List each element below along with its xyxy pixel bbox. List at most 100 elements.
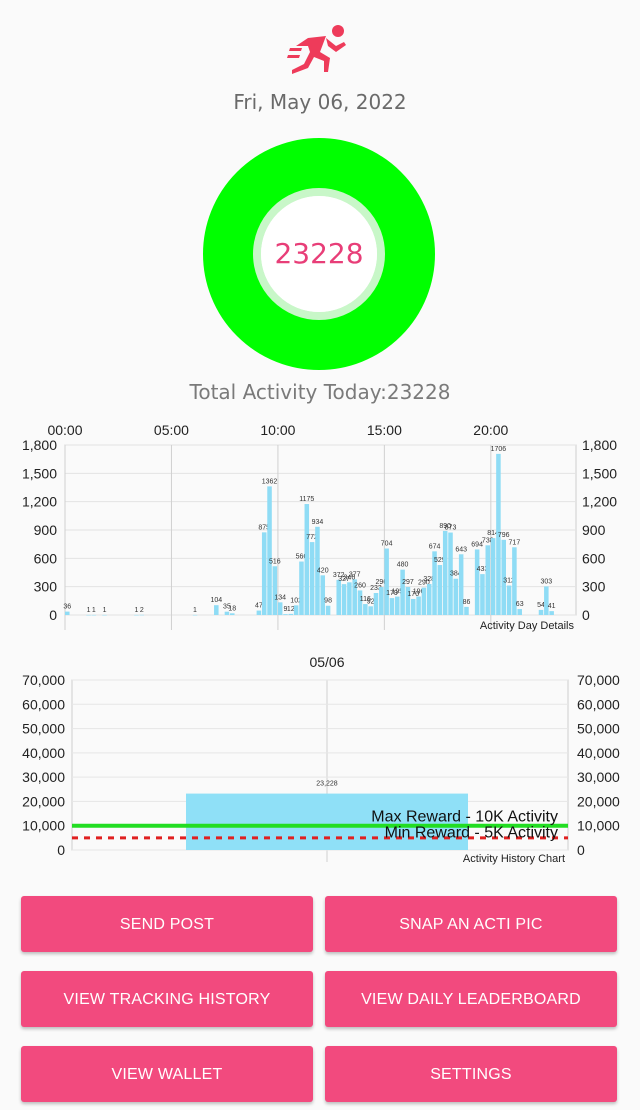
day-chart-bar (309, 542, 315, 615)
day-chart-bar (373, 592, 379, 615)
history-y-tick-right: 30,000 (577, 769, 620, 785)
history-y-tick-right: 10,000 (577, 818, 620, 834)
day-chart-bar (400, 569, 405, 615)
day-chart-bar-label: 196 (413, 588, 425, 595)
day-chart-y-tick-left: 900 (34, 522, 58, 538)
settings-button[interactable]: SETTINGS (325, 1046, 617, 1102)
history-y-tick-left: 50,000 (22, 721, 65, 737)
day-chart-bar-label: 346 (344, 574, 356, 581)
history-bar-label: 23,228 (316, 781, 338, 788)
day-chart-bar (549, 611, 554, 615)
date-label: Fri, May 06, 2022 (233, 90, 407, 114)
day-chart-bar-label: 104 (210, 597, 222, 604)
day-chart-bar (426, 584, 432, 615)
snap-pic-button[interactable]: SNAP AN ACTI PIC (325, 896, 617, 952)
day-chart-bar (448, 532, 453, 615)
day-chart-bar (325, 605, 331, 615)
day-chart-y-tick-left: 600 (34, 550, 58, 566)
day-chart-bar (384, 548, 389, 615)
day-chart-bar (517, 609, 522, 615)
day-chart-time-label: 05:00 (154, 422, 189, 438)
day-chart-bar-label: 873 (445, 525, 457, 532)
day-chart-bar (368, 606, 373, 615)
day-chart-y-tick-left: 1,200 (22, 494, 57, 510)
day-chart-bar-label: 772 (306, 534, 318, 541)
day-chart-bar (437, 565, 443, 615)
day-chart-bar (379, 587, 384, 615)
day-chart-time-label: 00:00 (47, 422, 82, 438)
day-chart-y-tick-left: 0 (49, 607, 57, 623)
day-chart-time-label: 20:00 (473, 422, 508, 438)
day-chart-bar-label: 738 (482, 537, 494, 544)
day-chart-bar-label: 35 (223, 604, 231, 611)
day-chart-bar-label: 796 (498, 532, 510, 539)
total-activity-label: Total Activity Today:23228 (189, 380, 451, 404)
day-chart-bar (267, 486, 272, 615)
day-chart-bar (86, 614, 91, 616)
day-chart-bar (453, 578, 459, 615)
send-post-button[interactable]: SEND POST (21, 896, 313, 952)
day-chart-bar (389, 598, 395, 615)
day-chart-bar-label: 1 (92, 607, 96, 614)
view-tracking-history-button[interactable]: VIEW TRACKING HISTORY (21, 971, 313, 1027)
day-chart-bar (320, 575, 326, 615)
day-chart-bar-label: 674 (429, 543, 441, 550)
day-chart-bar (91, 614, 97, 616)
day-chart-bar-label: 2 (140, 607, 144, 614)
day-chart-bar (304, 504, 310, 615)
day-chart-bar-label: 297 (402, 579, 414, 586)
day-chart-bar-label: 717 (509, 539, 521, 546)
day-chart-bar-label: 134 (274, 594, 286, 601)
day-chart-bar (134, 614, 139, 616)
day-chart-time-label: 15:00 (367, 422, 402, 438)
day-chart-bar (506, 585, 512, 615)
day-chart-bar (102, 614, 107, 616)
day-chart-bar (272, 566, 278, 615)
day-chart-y-tick-left: 1,500 (22, 465, 57, 481)
day-chart-bar (496, 453, 501, 615)
day-chart-bar (405, 586, 411, 615)
day-chart-bar-label: 1 (135, 607, 139, 614)
history-y-tick-left: 60,000 (22, 696, 65, 712)
history-y-tick-right: 70,000 (577, 672, 620, 688)
day-chart-bar-label: 480 (397, 562, 409, 569)
day-chart-y-tick-right: 900 (582, 522, 606, 538)
day-chart-bar (442, 530, 448, 615)
day-chart-bar-label: 1175 (299, 496, 314, 503)
day-chart-bar-label: 875 (258, 524, 270, 531)
day-chart-bar-label: 47 (255, 603, 263, 610)
day-chart-bar (277, 602, 283, 615)
day-chart-bar-label: 1 (193, 607, 197, 614)
day-chart-bar (544, 586, 549, 615)
day-chart-bar-label: 694 (471, 541, 483, 548)
view-daily-leaderboard-button[interactable]: VIEW DAILY LEADERBOARD (325, 971, 617, 1027)
day-chart-y-tick-right: 600 (582, 550, 606, 566)
day-chart-bar (288, 613, 294, 615)
day-chart-bar (224, 611, 230, 615)
day-chart-bar (336, 579, 341, 615)
day-chart-y-tick-right: 0 (582, 607, 590, 623)
day-chart-y-tick-right: 1,500 (582, 465, 617, 481)
day-chart-bar-label: 566 (296, 554, 308, 561)
day-chart-bar (261, 532, 267, 615)
day-chart-bar (485, 545, 491, 615)
view-wallet-button[interactable]: VIEW WALLET (21, 1046, 313, 1102)
day-chart-bar-label: 260 (354, 582, 366, 589)
day-chart-bar-label: 54 (537, 602, 545, 609)
day-chart-bar-label: 516 (269, 558, 281, 565)
day-chart-bar (214, 605, 219, 615)
day-chart-bar-label: 41 (548, 603, 556, 610)
day-chart-bar (464, 606, 469, 615)
day-chart-bar-label: 98 (324, 598, 332, 605)
history-y-tick-left: 30,000 (22, 769, 65, 785)
history-y-tick-right: 60,000 (577, 696, 620, 712)
day-chart-bar (139, 614, 145, 616)
history-y-tick-right: 50,000 (577, 721, 620, 737)
day-chart-bar (299, 561, 304, 615)
day-chart-bar (65, 611, 70, 615)
day-chart-bar-label: 814 (487, 530, 499, 537)
day-chart-bar-label: 290 (418, 580, 430, 587)
min-reward-label: Min Reward - 5K Activity (385, 825, 558, 842)
history-y-tick-left: 20,000 (22, 793, 65, 809)
